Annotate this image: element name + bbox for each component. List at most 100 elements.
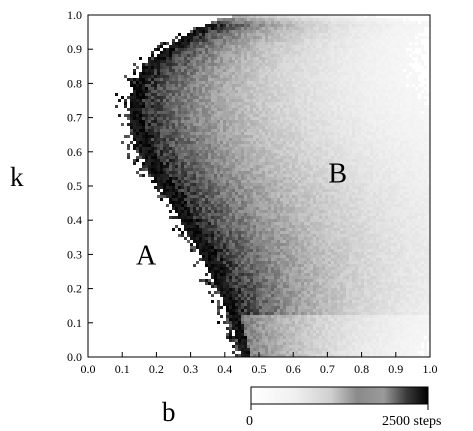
heat-cell bbox=[382, 141, 385, 144]
heat-cell bbox=[361, 114, 364, 117]
heat-cell bbox=[406, 81, 409, 84]
heat-cell bbox=[412, 165, 415, 168]
heat-cell bbox=[370, 135, 373, 138]
heat-cell bbox=[295, 48, 298, 51]
heat-cell bbox=[391, 132, 394, 135]
heat-cell bbox=[193, 42, 196, 45]
heat-cell bbox=[274, 135, 277, 138]
heat-cell bbox=[319, 144, 322, 147]
heat-cell bbox=[256, 99, 259, 102]
heat-cell bbox=[196, 132, 199, 135]
heat-cell bbox=[262, 135, 265, 138]
heat-cell bbox=[169, 48, 172, 51]
heat-cell bbox=[298, 93, 301, 96]
heat-cell bbox=[196, 45, 199, 48]
heat-cell bbox=[310, 84, 313, 87]
heat-cell bbox=[187, 42, 190, 45]
heat-cell bbox=[262, 78, 265, 81]
heat-cell bbox=[289, 72, 292, 75]
heat-cell bbox=[283, 69, 286, 72]
heat-cell bbox=[313, 18, 316, 21]
heat-cell bbox=[382, 147, 385, 150]
heat-cell bbox=[334, 21, 337, 24]
heat-cell bbox=[211, 33, 214, 36]
heat-cell bbox=[388, 63, 391, 66]
heat-cell bbox=[370, 132, 373, 135]
heat-cell bbox=[262, 51, 265, 54]
heat-cell bbox=[301, 21, 304, 24]
heat-cell bbox=[346, 84, 349, 87]
heat-cell bbox=[394, 81, 397, 84]
heat-cell bbox=[340, 156, 343, 159]
heat-cell bbox=[313, 135, 316, 138]
heat-cell bbox=[172, 96, 175, 99]
heat-cell bbox=[415, 147, 418, 150]
heat-cell bbox=[166, 156, 169, 159]
heat-cell bbox=[391, 72, 394, 75]
heat-cell bbox=[349, 114, 352, 117]
heat-cell bbox=[370, 141, 373, 144]
heat-cell bbox=[409, 159, 412, 162]
heat-cell bbox=[412, 21, 415, 24]
heat-cell bbox=[349, 69, 352, 72]
heat-cell bbox=[181, 36, 184, 39]
heat-cell bbox=[409, 90, 412, 93]
heat-cell bbox=[250, 60, 253, 63]
heat-cell bbox=[256, 108, 259, 111]
heat-cell bbox=[193, 159, 196, 162]
heat-cell bbox=[277, 126, 280, 129]
heat-cell bbox=[388, 60, 391, 63]
heat-cell bbox=[385, 102, 388, 105]
heat-cell bbox=[190, 33, 193, 36]
heat-cell bbox=[283, 111, 286, 114]
heat-cell bbox=[316, 174, 319, 177]
heat-cell bbox=[211, 111, 214, 114]
heat-cell bbox=[376, 90, 379, 93]
heat-cell bbox=[298, 51, 301, 54]
heat-cell bbox=[292, 156, 295, 159]
heat-cell bbox=[262, 87, 265, 90]
heat-cell bbox=[394, 165, 397, 168]
heat-cell bbox=[232, 111, 235, 114]
heat-cell bbox=[154, 105, 157, 108]
heat-cell bbox=[289, 30, 292, 33]
heat-cell bbox=[184, 129, 187, 132]
heat-cell bbox=[259, 81, 262, 84]
heat-cell bbox=[367, 54, 370, 57]
heat-cell bbox=[190, 69, 193, 72]
heat-cell bbox=[154, 150, 157, 153]
heat-cell bbox=[301, 102, 304, 105]
heat-cell bbox=[139, 123, 142, 126]
heat-cell bbox=[358, 162, 361, 165]
heat-cell bbox=[355, 171, 358, 174]
heat-cell bbox=[268, 72, 271, 75]
heat-cell bbox=[175, 87, 178, 90]
heat-cell bbox=[403, 114, 406, 117]
heat-cell bbox=[295, 30, 298, 33]
heat-cell bbox=[352, 27, 355, 30]
heat-cell bbox=[427, 111, 430, 114]
heat-cell bbox=[379, 144, 382, 147]
heat-cell bbox=[199, 69, 202, 72]
heat-cell bbox=[184, 153, 187, 156]
heat-cell bbox=[277, 150, 280, 153]
heat-cell bbox=[310, 78, 313, 81]
heat-cell bbox=[322, 150, 325, 153]
heat-cell bbox=[415, 96, 418, 99]
heat-cell bbox=[190, 165, 193, 168]
heat-cell bbox=[202, 120, 205, 123]
heat-cell bbox=[361, 81, 364, 84]
heat-cell bbox=[319, 39, 322, 42]
heat-cell bbox=[226, 39, 229, 42]
heat-cell bbox=[235, 129, 238, 132]
heat-cell bbox=[241, 33, 244, 36]
heat-cell bbox=[292, 165, 295, 168]
heat-cell bbox=[307, 87, 310, 90]
heat-cell bbox=[418, 99, 421, 102]
heat-cell bbox=[295, 42, 298, 45]
heat-cell bbox=[319, 84, 322, 87]
heat-cell bbox=[346, 156, 349, 159]
heat-cell bbox=[298, 123, 301, 126]
heat-cell bbox=[280, 93, 283, 96]
heat-cell bbox=[241, 117, 244, 120]
